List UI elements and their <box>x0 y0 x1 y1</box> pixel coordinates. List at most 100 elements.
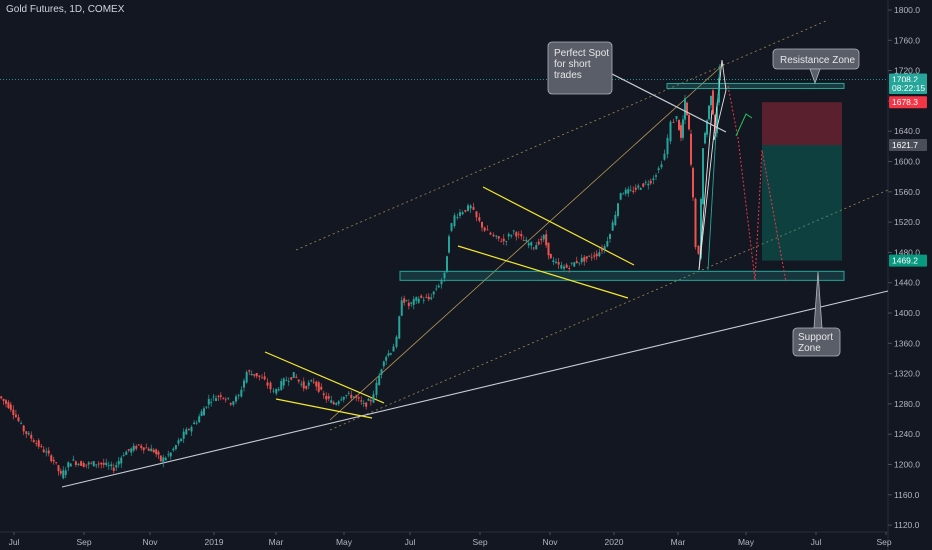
candle-body <box>80 461 83 466</box>
candle-body <box>692 168 694 198</box>
candle-body <box>52 459 55 462</box>
candle-body <box>222 397 225 399</box>
candle-body <box>135 446 138 449</box>
candle-body <box>489 232 492 235</box>
candle-body <box>655 175 657 177</box>
candle-body <box>570 262 573 264</box>
candle-body <box>62 470 65 479</box>
candle-body <box>269 382 272 390</box>
candle-body <box>525 239 528 242</box>
candle-body <box>557 262 560 265</box>
candle-body <box>185 429 188 435</box>
candle-body <box>150 448 153 452</box>
candle-body <box>229 403 232 405</box>
candle-body <box>593 255 596 257</box>
callout-text-support: Support <box>798 332 833 343</box>
y-tick-label: 1360.0 <box>894 338 920 348</box>
candle-body <box>684 98 686 120</box>
price-tag-label: 08:22:15 <box>892 83 925 93</box>
candle-body <box>307 382 310 386</box>
candle-body <box>137 444 140 446</box>
candle-body <box>603 246 606 250</box>
candle-body <box>497 236 500 239</box>
candle-body <box>500 241 503 243</box>
candle-body <box>440 280 443 285</box>
y-tick-label: 1720.0 <box>894 66 920 76</box>
candle-body <box>42 449 45 453</box>
candle-body <box>193 422 196 425</box>
candle-body <box>0 396 3 399</box>
candle-body <box>502 238 505 242</box>
surge-line <box>698 109 713 271</box>
candle-body <box>619 193 622 200</box>
x-tick-label: Sep <box>472 537 487 547</box>
candle-body <box>456 217 459 218</box>
candle-body <box>549 253 552 259</box>
candle-body <box>280 381 283 390</box>
y-tick-label: 1280.0 <box>894 399 920 409</box>
candle-body <box>295 376 298 378</box>
candle-body <box>512 230 515 232</box>
candle-body <box>266 382 269 386</box>
candle-body <box>263 376 266 380</box>
candle-body <box>395 336 398 347</box>
candle-body <box>427 296 430 300</box>
candle-body <box>207 399 210 405</box>
callout-text-spot: trades <box>554 70 582 81</box>
price-tag-label: 1708.2 <box>892 75 918 85</box>
candle-body <box>82 462 85 468</box>
x-tick-label: Mar <box>671 537 686 547</box>
candle-body <box>169 452 172 457</box>
price-tag-label: 1469.2 <box>892 256 918 266</box>
candle-body <box>102 462 105 465</box>
candle-body <box>385 357 388 361</box>
candle-body <box>532 247 535 249</box>
candle-body <box>540 238 543 241</box>
candle-body <box>248 370 251 372</box>
candle-body <box>292 372 295 378</box>
y-tick-label: 1800.0 <box>894 5 920 15</box>
candle-body <box>647 183 650 186</box>
candle-body <box>110 464 113 467</box>
candle-body <box>365 402 368 407</box>
candle-body <box>420 295 423 298</box>
candle-body <box>545 234 548 246</box>
candle-body <box>657 168 660 171</box>
candle-body <box>392 346 395 352</box>
candle-body <box>37 440 40 447</box>
candle-body <box>708 105 710 120</box>
candle-body <box>315 381 318 387</box>
candle-body <box>332 402 335 405</box>
candle-body <box>627 189 630 194</box>
wedge-2019-upper <box>264 351 385 404</box>
candle-body <box>483 227 486 231</box>
candle-body <box>327 396 330 399</box>
candle-body <box>387 353 390 356</box>
candle-body <box>132 445 135 451</box>
candle-body <box>515 232 518 237</box>
x-tick-label: Mar <box>269 537 284 547</box>
candle-body <box>272 390 275 392</box>
candle-body <box>412 299 415 305</box>
candle-body <box>432 291 435 295</box>
candle-body <box>167 454 170 456</box>
x-tick-label: May <box>336 537 353 547</box>
candle-body <box>694 198 697 248</box>
wedge-2019-lower <box>275 398 373 419</box>
candle-body <box>690 133 692 165</box>
candle-body <box>666 137 669 155</box>
candle-body <box>198 416 201 423</box>
upper-channel-line <box>295 19 829 251</box>
candle-body <box>585 256 588 259</box>
x-tick-label: Nov <box>542 537 558 547</box>
candle-body <box>90 462 93 464</box>
y-tick-label: 1320.0 <box>894 369 920 379</box>
callout-text-spot: Perfect Spot <box>554 48 609 59</box>
candle-body <box>530 242 533 246</box>
candle-body <box>573 262 576 267</box>
candle-body <box>282 378 285 386</box>
candle-body <box>510 235 513 237</box>
candle-body <box>568 268 571 269</box>
long-term-trendline <box>61 290 889 488</box>
